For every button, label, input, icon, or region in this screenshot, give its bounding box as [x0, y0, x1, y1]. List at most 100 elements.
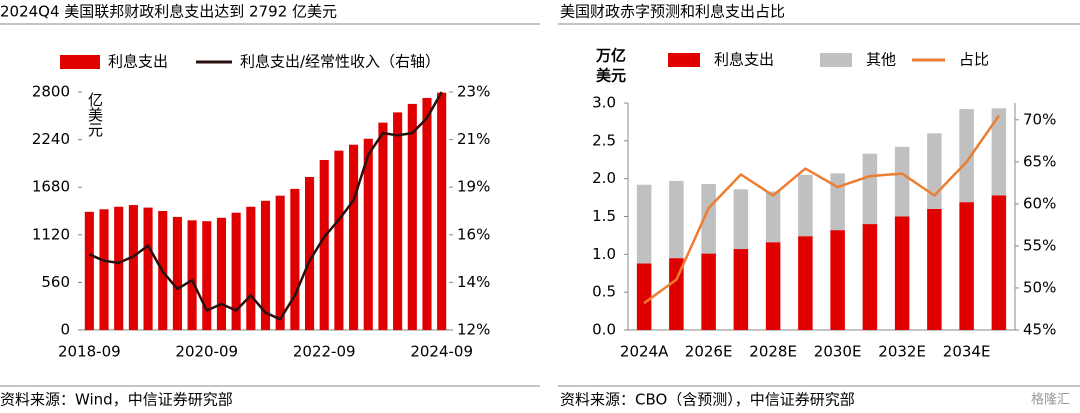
bar: [202, 221, 212, 330]
source: 资料来源：CBO（含预测），中信证券研究部: [560, 391, 855, 409]
legend-label: 其他: [866, 51, 896, 69]
x-tick-label: 2024A: [620, 343, 669, 361]
y-tick-label: 2240: [32, 130, 70, 148]
bar: [927, 208, 942, 330]
legend-swatch: [668, 53, 700, 67]
source: 资料来源：Wind，中信证券研究部: [0, 391, 233, 409]
bar: [862, 153, 878, 225]
y2-tick-label: 50%: [1023, 278, 1056, 296]
bar: [669, 180, 684, 259]
bar: [246, 206, 256, 330]
y-tick-label: 0.5: [592, 283, 616, 301]
bar: [798, 236, 813, 330]
bar: [959, 109, 974, 203]
bar: [290, 188, 300, 330]
legend-label: 利息支出: [714, 51, 774, 69]
bar: [991, 108, 1007, 196]
bar: [187, 220, 197, 330]
y-tick-label: 1.5: [592, 207, 616, 225]
y-tick-label: 1680: [32, 178, 70, 196]
x-tick-label: 2018-09: [58, 343, 121, 361]
watermark: 格隆汇: [1031, 392, 1070, 408]
legend-swatch: [60, 55, 100, 69]
y2-tick-label: 55%: [1023, 236, 1056, 254]
bar: [84, 211, 94, 330]
bar: [143, 207, 153, 330]
bar: [304, 177, 315, 330]
x-tick-label: 2024-09: [410, 343, 473, 361]
y2-tick-label: 45%: [1023, 321, 1056, 339]
y-tick-label: 2.5: [592, 131, 616, 149]
y2-tick-label: 23%: [457, 83, 490, 101]
chart-title: 2024Q4 美国联邦财政利息支出达到 2792 亿美元: [0, 3, 337, 21]
unit-label: 万亿: [595, 47, 626, 65]
bar: [319, 160, 329, 330]
y-tick-label: 2.0: [592, 169, 616, 187]
bar: [260, 200, 271, 330]
line: [88, 91, 443, 321]
bar: [231, 212, 241, 330]
y2-tick-label: 19%: [457, 178, 490, 196]
bar: [927, 133, 942, 209]
bar: [701, 253, 716, 330]
y-tick-label: 2800: [32, 83, 70, 101]
y-tick-label: 1.0: [592, 245, 616, 263]
bar: [636, 184, 652, 264]
bar: [349, 144, 359, 330]
x-tick-label: 2020-09: [175, 343, 238, 361]
bar: [894, 146, 910, 217]
bar: [765, 242, 781, 330]
bar: [378, 122, 388, 330]
y2-tick-label: 14%: [457, 273, 490, 291]
bar: [862, 224, 878, 330]
legend-label: 占比: [959, 51, 989, 69]
y2-tick-label: 65%: [1023, 152, 1056, 170]
bar: [407, 103, 417, 331]
bar: [830, 173, 845, 231]
x-tick-label: 2026E: [685, 343, 733, 361]
y2-tick-label: 12%: [457, 321, 490, 339]
y2-tick-label: 21%: [457, 130, 490, 148]
chart-title: 美国财政赤字预测和利息支出占比: [560, 3, 785, 21]
bar: [216, 217, 227, 330]
bar: [701, 183, 716, 254]
x-tick-label: 2028E: [749, 343, 797, 361]
y-tick-label: 560: [41, 273, 70, 291]
bar: [830, 230, 845, 330]
bar: [991, 195, 1007, 330]
legend-label: 利息支出/经常性收入（右轴）: [240, 53, 440, 71]
bar: [99, 209, 109, 330]
bar: [334, 150, 344, 330]
bar: [437, 92, 447, 331]
bar: [114, 206, 124, 330]
bar: [393, 112, 403, 331]
y2-tick-label: 16%: [457, 225, 490, 243]
bar: [959, 202, 974, 330]
bar: [128, 205, 138, 330]
bar: [894, 216, 910, 330]
bar: [172, 216, 182, 330]
bar: [422, 97, 432, 330]
bar: [636, 263, 652, 330]
bar: [765, 191, 781, 243]
unit-label: 美元: [596, 67, 626, 85]
unit-label: 亿美元: [86, 92, 104, 138]
y-tick-label: 1120: [32, 225, 70, 243]
bar: [363, 138, 373, 330]
x-tick-label: 2030E: [814, 343, 862, 361]
y2-tick-label: 60%: [1023, 194, 1056, 212]
y2-tick-label: 70%: [1023, 110, 1056, 128]
bar: [733, 249, 749, 330]
bar: [798, 174, 813, 237]
x-tick-label: 2022-09: [293, 343, 356, 361]
bar: [669, 258, 684, 330]
bar: [733, 189, 749, 250]
x-tick-label: 2032E: [878, 343, 926, 361]
bar: [275, 195, 285, 330]
legend-label: 利息支出: [108, 53, 168, 71]
y-tick-label: 0: [60, 321, 70, 339]
y-tick-label: 3.0: [592, 94, 616, 112]
y-tick-label: 0.0: [592, 321, 616, 339]
legend-swatch: [820, 53, 852, 67]
